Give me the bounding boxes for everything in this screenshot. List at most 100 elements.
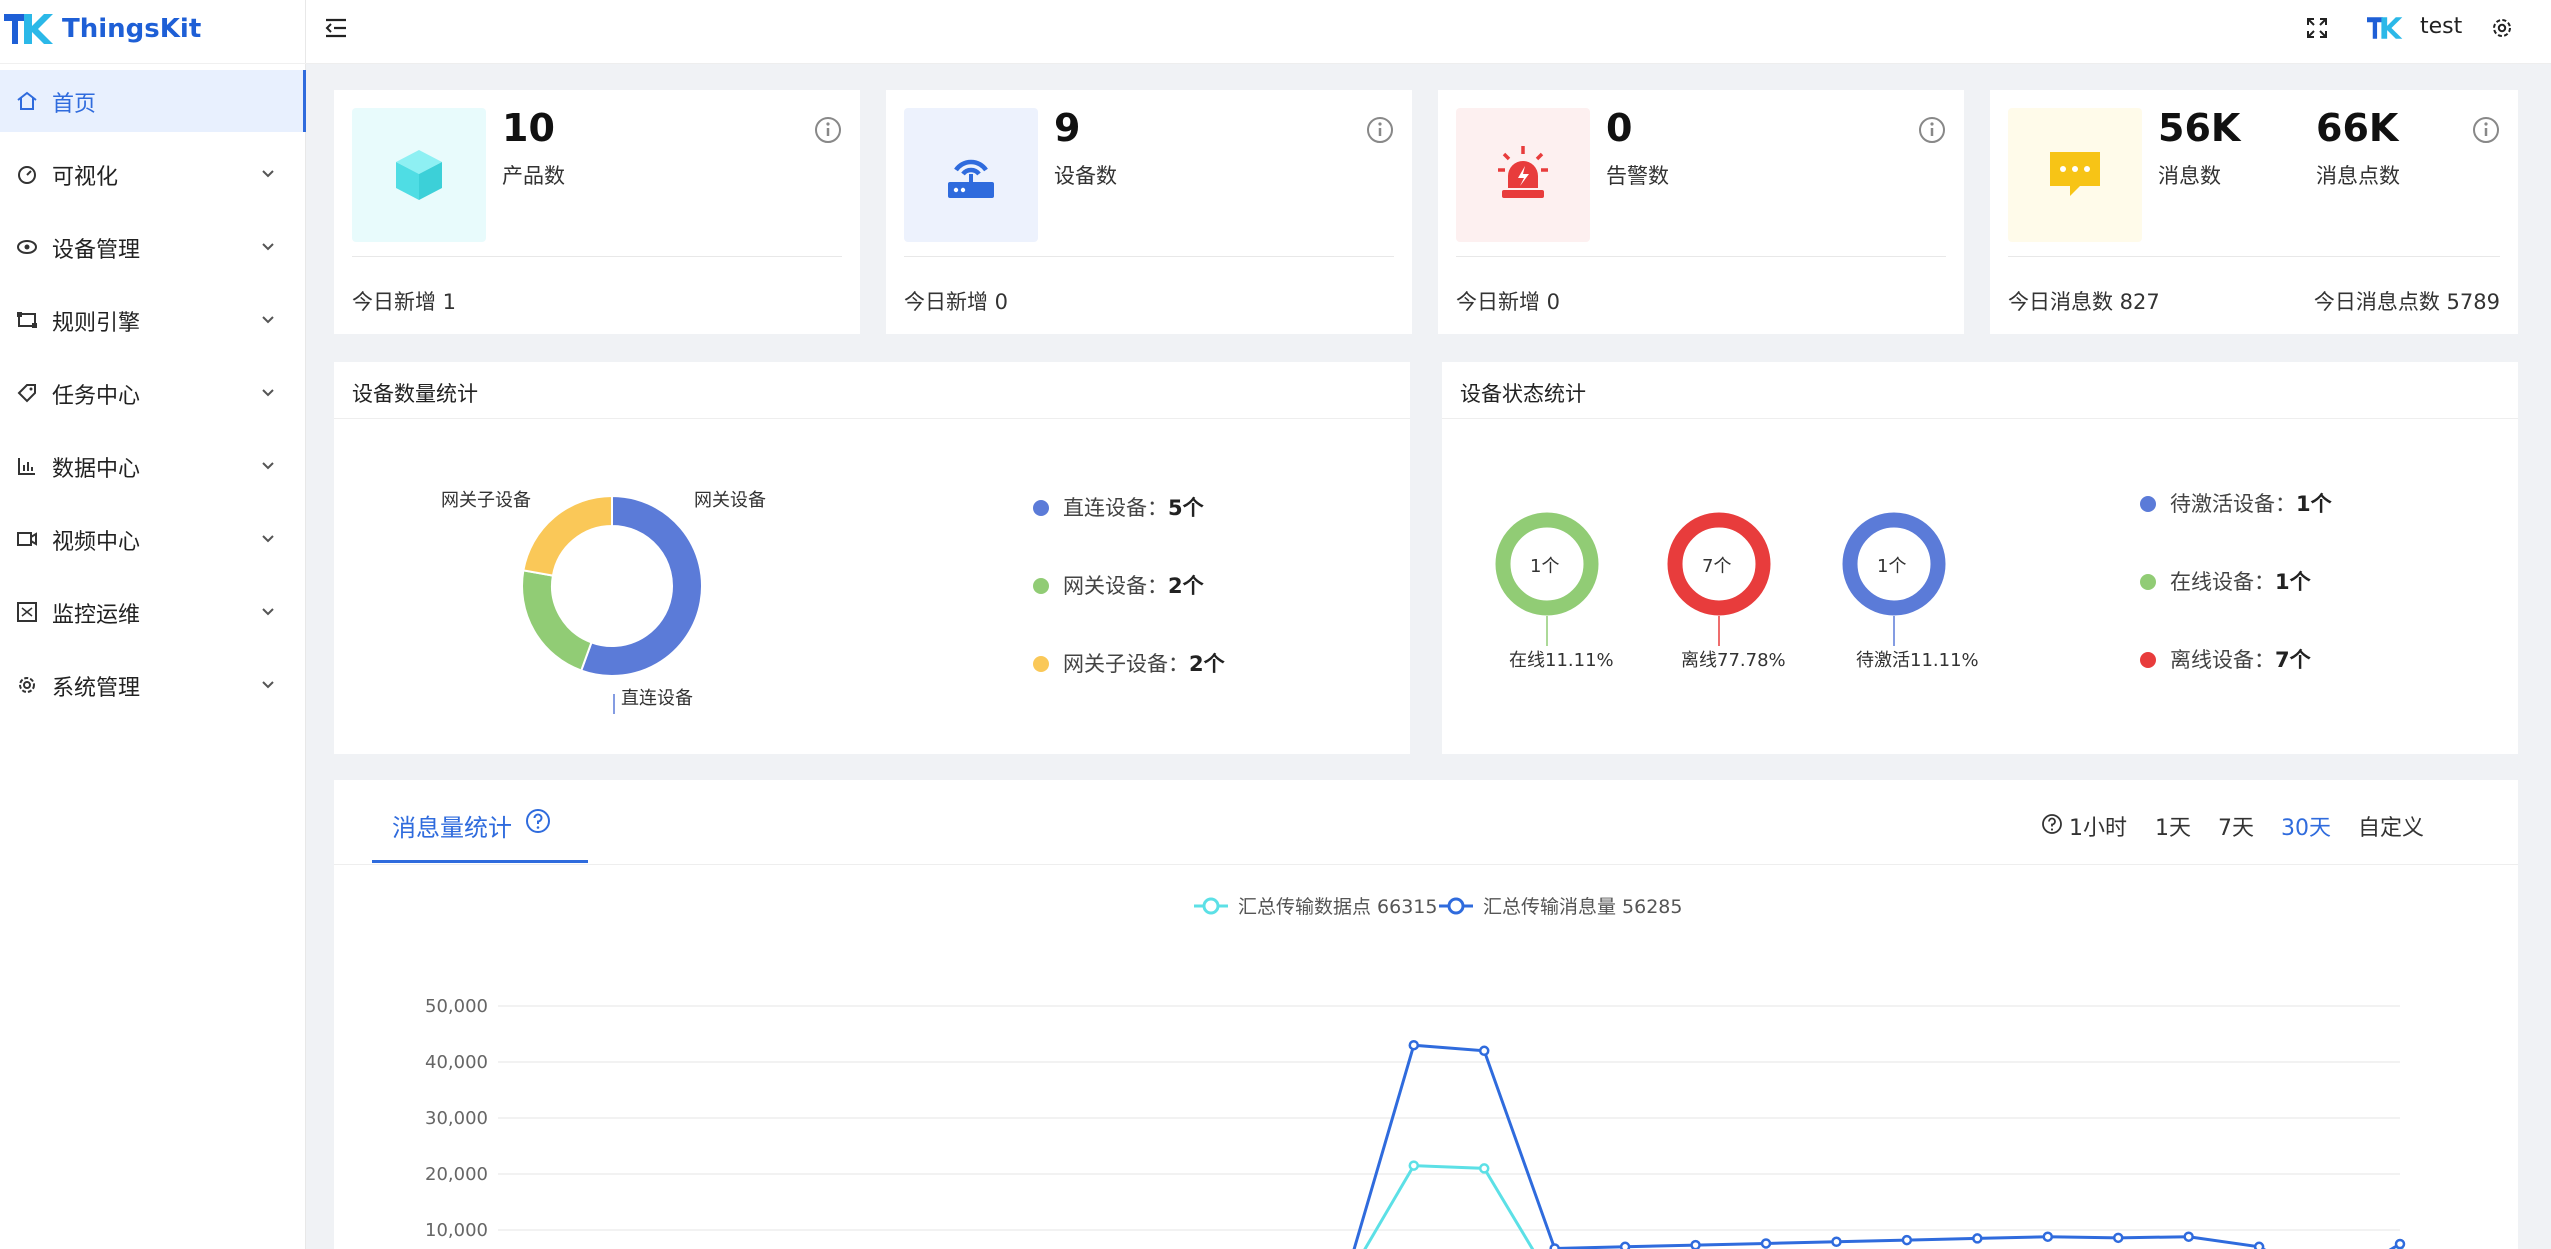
donut-slice-0[interactable] [579, 494, 703, 677]
info-icon[interactable] [814, 116, 842, 144]
chart-legend-item-1[interactable]: 汇总传输消息量 56285 [1439, 896, 1682, 918]
y-tick-label: 20,000 [425, 1164, 488, 1185]
product-stat-card: 10 产品数 今日新增 1 [334, 90, 860, 334]
cube-icon [396, 150, 442, 200]
series-point[interactable] [1901, 1234, 1913, 1246]
info-icon[interactable] [1918, 116, 1946, 144]
device-icon [17, 240, 37, 254]
series-point[interactable] [1408, 1039, 1420, 1051]
sidebar-item-data-center[interactable]: 数据中心 [0, 435, 306, 497]
offline-ring-label: 离线77.78% [1681, 650, 1786, 671]
inactive-ring [1842, 512, 1946, 616]
legend-label: 离线设备： [2170, 648, 2275, 672]
legend-dot [2140, 652, 2156, 668]
user-name[interactable]: test [2420, 14, 2463, 39]
range-7-days[interactable]: 7天 [2218, 816, 2254, 841]
series-point[interactable] [1972, 1233, 1983, 1244]
series-point[interactable] [2112, 1232, 2124, 1244]
online-ring-count: 1个 [1530, 556, 1560, 577]
dashboard-icon [18, 166, 36, 184]
message-label: 消息数 [2158, 164, 2221, 188]
sidebar-item-system-management[interactable]: 系统管理 [0, 654, 306, 716]
legend-item-online: 在线设备：1个 [2140, 566, 2311, 596]
app-name: ThingsKit [62, 14, 202, 44]
today-message-point-count: 今日消息点数 5789 [2313, 290, 2500, 314]
y-tick-label: 40,000 [425, 1052, 488, 1073]
info-icon[interactable] [1366, 116, 1394, 144]
menu-fold-icon[interactable] [324, 17, 348, 39]
series-point[interactable] [1408, 1160, 1420, 1171]
product-label: 产品数 [502, 164, 565, 188]
legend-label: 网关设备： [1063, 574, 1168, 598]
message-stats-panel: 消息量统计 1小时 1天 7天 30天 自定义 汇总传输数据点 66315 汇总传… [334, 780, 2518, 1249]
range-1-hour[interactable]: 1小时 [2069, 816, 2127, 841]
device-count-donut-chart [521, 494, 703, 714]
offline-ring [1667, 512, 1771, 616]
range-custom[interactable]: 自定义 [2358, 816, 2425, 841]
series-point[interactable] [2042, 1231, 2054, 1242]
legend-item-direct: 直连设备：5个 [1033, 492, 1204, 522]
donut-slice-1[interactable] [521, 569, 593, 672]
logo[interactable]: ThingsKit [0, 0, 306, 64]
device-icon-box [904, 108, 1038, 242]
series-point[interactable] [2183, 1231, 2194, 1242]
message-line-chart: 汇总传输数据点 66315 汇总传输消息量 56285 50,000 40,000 30… [425, 896, 2406, 1249]
message-stat-card: 56K 消息数 66K 消息点数 今日消息数 827 今日消息点数 5789 [1990, 90, 2518, 334]
rule-engine-icon [17, 312, 37, 328]
divider [334, 418, 1410, 419]
tab-message-stats[interactable]: 消息量统计 [392, 814, 512, 842]
sidebar-item-video-center[interactable]: 视频中心 [0, 508, 306, 570]
series-point[interactable] [1478, 1163, 1490, 1174]
series-point[interactable] [1760, 1238, 1772, 1249]
question-icon[interactable] [525, 808, 551, 834]
device-status-rings [1495, 512, 1946, 646]
sidebar-item-visualization[interactable]: 可视化 [0, 143, 306, 205]
legend-value: 5个 [1168, 496, 1204, 520]
legend-value: 7个 [2275, 648, 2311, 672]
sidebar-item-task-center[interactable]: 任务中心 [0, 362, 306, 424]
user-avatar-icon[interactable] [2367, 15, 2403, 41]
series-point[interactable] [1478, 1045, 1490, 1057]
settings-gear-icon[interactable] [2490, 16, 2514, 40]
sidebar-item-home[interactable]: 首页 [0, 70, 306, 132]
legend-item-gateway: 网关设备：2个 [1033, 570, 1204, 600]
chart-legend-item-0[interactable]: 汇总传输数据点 66315 [1194, 896, 1437, 918]
message-point-label: 消息点数 [2316, 164, 2400, 188]
header: test [306, 0, 2551, 64]
chart-legend-label: 汇总传输消息量 56285 [1483, 896, 1682, 918]
legend-value: 2个 [1189, 652, 1225, 676]
legend-value: 2个 [1168, 574, 1204, 598]
sidebar-item-rule-engine[interactable]: 规则引擎 [0, 289, 306, 351]
sidebar-item-label: 可视化 [52, 165, 119, 190]
device-label: 设备数 [1054, 164, 1117, 188]
series-point[interactable] [2253, 1241, 2265, 1249]
series-point[interactable] [1619, 1241, 1631, 1249]
series-point[interactable] [1690, 1239, 1701, 1249]
donut-slice-2[interactable] [522, 494, 613, 577]
device-count-panel: 设备数量统计 网关子设备 网关设备 直连设备 直连设备：5个 网关设备：2个 网… [334, 362, 1410, 754]
online-ring-label: 在线11.11% [1509, 650, 1614, 671]
series-point[interactable] [1549, 1243, 1560, 1249]
product-today-new: 今日新增 1 [352, 290, 457, 314]
chevron-down-icon [262, 243, 274, 251]
sidebar-item-monitoring[interactable]: 监控运维 [0, 581, 306, 643]
chevron-down-icon [262, 462, 274, 470]
sidebar-item-device-management[interactable]: 设备管理 [0, 216, 306, 278]
info-icon[interactable] [2472, 116, 2500, 144]
series-point[interactable] [1831, 1236, 1842, 1248]
range-30-days[interactable]: 30天 [2281, 816, 2331, 841]
series-point[interactable] [2394, 1238, 2406, 1249]
tag-icon [17, 384, 36, 403]
legend-label: 网关子设备： [1063, 652, 1189, 676]
legend-label: 待激活设备： [2170, 492, 2296, 516]
device-status-panel: 设备状态统计 1个 7个 1个 在线11.11% 离线77.78% 待激活11.… [1442, 362, 2518, 754]
sidebar-item-label: 设备管理 [52, 238, 141, 263]
fullscreen-icon[interactable] [2306, 17, 2328, 39]
legend-item-gateway-sub: 网关子设备：2个 [1033, 648, 1225, 678]
range-1-day[interactable]: 1天 [2155, 816, 2191, 841]
question-circle-icon[interactable] [2041, 813, 2063, 835]
thingskit-logo-icon [4, 14, 53, 44]
home-icon [17, 91, 37, 110]
router-icon [948, 159, 994, 198]
divider [904, 256, 1394, 257]
